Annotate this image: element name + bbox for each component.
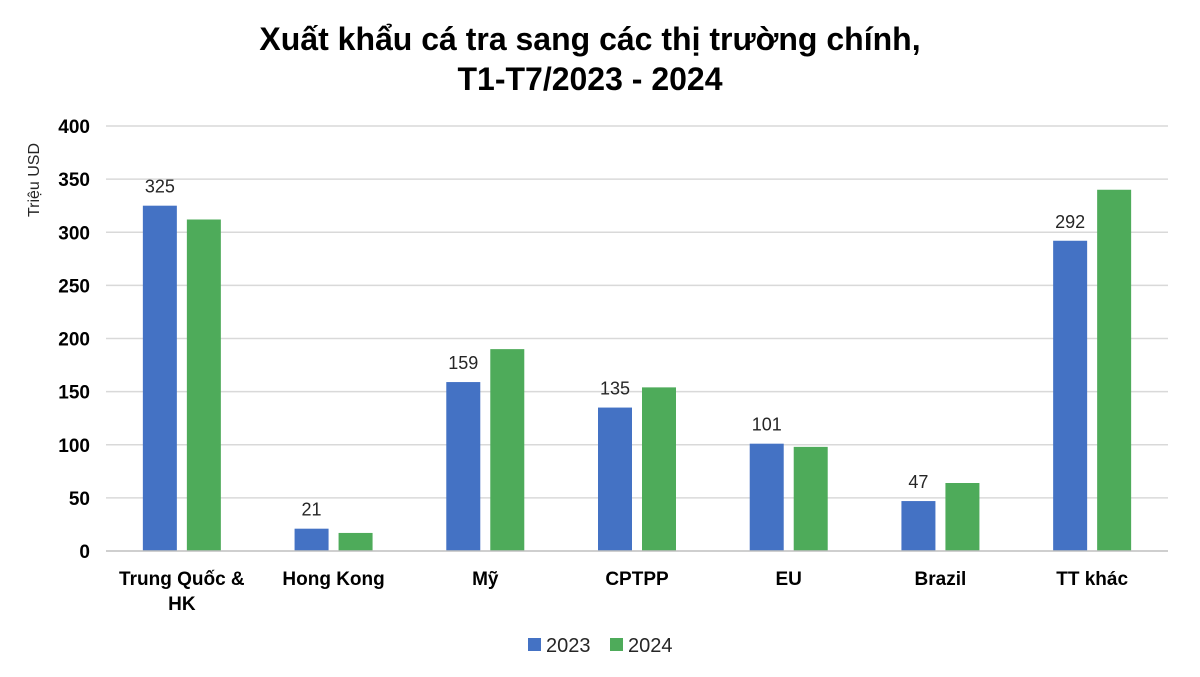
data-labels: 325 21 159 135 101 47 292 (145, 177, 1085, 520)
legend-label: 2024 (628, 635, 673, 657)
y-axis-ticks: 0 50 100 150 200 250 300 350 400 (58, 117, 90, 563)
bar-2024 (338, 532, 373, 551)
y-tick-label: 100 (58, 436, 90, 457)
bar-2023 (1053, 240, 1088, 551)
legend: 2023 2024 (528, 635, 673, 657)
bar-2023 (901, 501, 936, 551)
legend-swatch-2024 (610, 638, 623, 651)
data-label: 135 (600, 379, 630, 399)
bar-2023 (142, 205, 177, 551)
chart-title: Xuất khẩu cá tra sang các thị trường chí… (259, 21, 920, 97)
x-axis-categories: Trung Quốc & HK Hong Kong Mỹ CPTPP EU Brazil TT… (119, 569, 1128, 615)
y-tick-label: 150 (58, 383, 90, 404)
x-category-label: EU (776, 569, 802, 590)
bar-2024 (186, 219, 221, 551)
data-label: 325 (145, 177, 175, 197)
y-tick-label: 350 (58, 170, 90, 191)
bar-2024 (642, 387, 676, 551)
y-tick-label: 200 (58, 330, 90, 351)
data-label: 101 (752, 415, 782, 435)
bar-2023 (294, 528, 329, 551)
x-category-label: Hong Kong (282, 569, 384, 590)
y-tick-label: 300 (58, 223, 90, 244)
bars (142, 189, 1132, 551)
bar-2024 (1097, 189, 1132, 551)
data-label: 47 (908, 472, 928, 492)
y-tick-label: 250 (58, 276, 90, 297)
chart-title-line-2: T1-T7/2023 - 2024 (457, 61, 722, 97)
chart-title-line-1: Xuất khẩu cá tra sang các thị trường chí… (259, 21, 920, 57)
y-tick-label: 400 (58, 117, 90, 138)
x-category-label: TT khác (1056, 569, 1128, 590)
x-category-label: CPTPP (605, 569, 669, 590)
gridlines (106, 125, 1168, 499)
x-category-label: Brazil (915, 569, 967, 590)
y-tick-label: 0 (79, 542, 90, 563)
x-category-label: HK (168, 594, 196, 615)
y-tick-label: 50 (69, 489, 90, 510)
bar-2023 (749, 443, 784, 551)
bar-2024 (945, 483, 980, 551)
data-label: 21 (302, 500, 322, 520)
y-axis-label: Triệu USD (26, 143, 43, 217)
data-label: 292 (1055, 212, 1085, 232)
legend-label: 2023 (546, 635, 591, 657)
bar-2023 (598, 407, 632, 551)
legend-swatch-2023 (528, 638, 541, 651)
bar-2024 (490, 349, 525, 551)
bar-2023 (446, 382, 481, 551)
x-category-label: Trung Quốc & (119, 569, 245, 590)
x-category-label: Mỹ (472, 569, 499, 590)
bar-2024 (793, 446, 828, 551)
data-label: 159 (448, 353, 478, 373)
